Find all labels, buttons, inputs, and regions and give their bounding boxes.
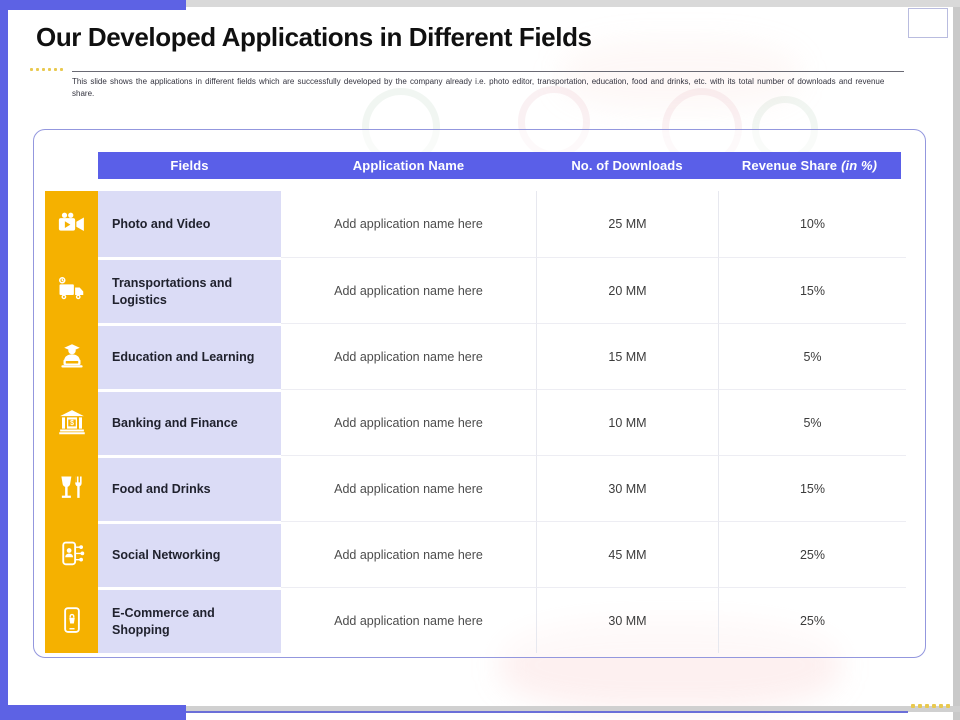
video-camera-icon xyxy=(45,191,98,257)
application-name-placeholder[interactable]: Add application name here xyxy=(334,217,483,231)
table-body: Photo and Video Add application name her… xyxy=(45,191,906,653)
revenue-share-value: 5% xyxy=(718,323,906,389)
food-drink-icon xyxy=(45,455,98,521)
frame-bottom-edge xyxy=(186,706,960,712)
downloads-value: 10 MM xyxy=(536,389,718,455)
table-row: Social Networking Add application name h… xyxy=(45,521,906,587)
field-label: Education and Learning xyxy=(112,350,255,365)
column-header-application-name: Application Name xyxy=(352,158,465,173)
frame-top-accent-bar xyxy=(0,0,186,10)
field-label: Food and Drinks xyxy=(112,482,211,497)
column-header-revenue-share: Revenue Share (in %) xyxy=(718,152,901,179)
slide-description: This slide shows the applications in dif… xyxy=(72,77,885,98)
frame-left-accent-bar xyxy=(0,0,8,720)
table-row: Photo and Video Add application name her… xyxy=(45,191,906,257)
downloads-value: 15 MM xyxy=(536,323,718,389)
page-title: Our Developed Applications in Different … xyxy=(36,22,592,52)
column-header-downloads: No. of Downloads xyxy=(571,158,683,173)
accent-dots xyxy=(911,704,950,708)
table-row: E-Commerce and Shopping Add application … xyxy=(45,587,906,653)
revenue-share-label: Revenue Share xyxy=(741,158,838,173)
frame-bottom-accent-line xyxy=(186,711,908,713)
downloads-value: 20 MM xyxy=(536,257,718,323)
frame-right-edge xyxy=(953,0,960,720)
application-name-placeholder[interactable]: Add application name here xyxy=(281,587,536,653)
revenue-share-value: 15% xyxy=(718,257,906,323)
graduate-laptop-icon xyxy=(45,323,98,389)
svg-text:$: $ xyxy=(70,420,74,427)
downloads-value: 25 MM xyxy=(536,191,718,257)
downloads-value: 45 MM xyxy=(536,521,718,587)
accent-dots xyxy=(30,68,63,71)
downloads-value: 30 MM xyxy=(536,455,718,521)
downloads-value: 30 MM xyxy=(536,587,718,653)
application-name-placeholder[interactable]: Add application name here xyxy=(281,389,536,455)
ecommerce-phone-icon xyxy=(45,587,98,653)
application-name-placeholder[interactable]: Add application name here xyxy=(281,257,536,323)
table-row: $ Banking and Finance Add application na… xyxy=(45,389,906,455)
field-label: Social Networking xyxy=(112,548,221,563)
revenue-share-value: 5% xyxy=(718,389,906,455)
revenue-share-unit: (in %) xyxy=(841,158,878,173)
field-label: E-Commerce and Shopping xyxy=(112,606,215,637)
title-divider-line xyxy=(72,71,904,72)
table-row: Transportations and Logistics Add applic… xyxy=(45,257,906,323)
field-label: Photo and Video xyxy=(112,216,211,231)
frame-top-edge xyxy=(186,0,960,7)
background-blob-decoration xyxy=(560,40,800,110)
bank-icon: $ xyxy=(45,389,98,455)
field-label: Banking and Finance xyxy=(112,416,238,431)
revenue-share-value: 25% xyxy=(718,521,906,587)
application-name-placeholder[interactable]: Add application name here xyxy=(281,455,536,521)
revenue-share-value: 10% xyxy=(718,191,906,257)
delivery-truck-icon xyxy=(45,257,98,323)
social-network-phone-icon xyxy=(45,521,98,587)
frame-bottom-accent-bar xyxy=(0,705,186,720)
field-label: Transportations and Logistics xyxy=(112,276,233,307)
table-row: Education and Learning Add application n… xyxy=(45,323,906,389)
slide-number-placeholder[interactable] xyxy=(908,8,948,38)
application-name-placeholder[interactable]: Add application name here xyxy=(281,323,536,389)
table-header-row: Fields Application Name No. of Downloads… xyxy=(98,152,901,179)
revenue-share-value: 15% xyxy=(718,455,906,521)
column-header-fields: Fields xyxy=(170,158,209,173)
application-name-placeholder[interactable]: Add application name here xyxy=(281,521,536,587)
food-drink-icon-row table-row: Food and Drinks Add application name her… xyxy=(45,455,906,521)
applications-table: Fields Application Name No. of Downloads… xyxy=(33,129,926,658)
revenue-share-value: 25% xyxy=(718,587,906,653)
